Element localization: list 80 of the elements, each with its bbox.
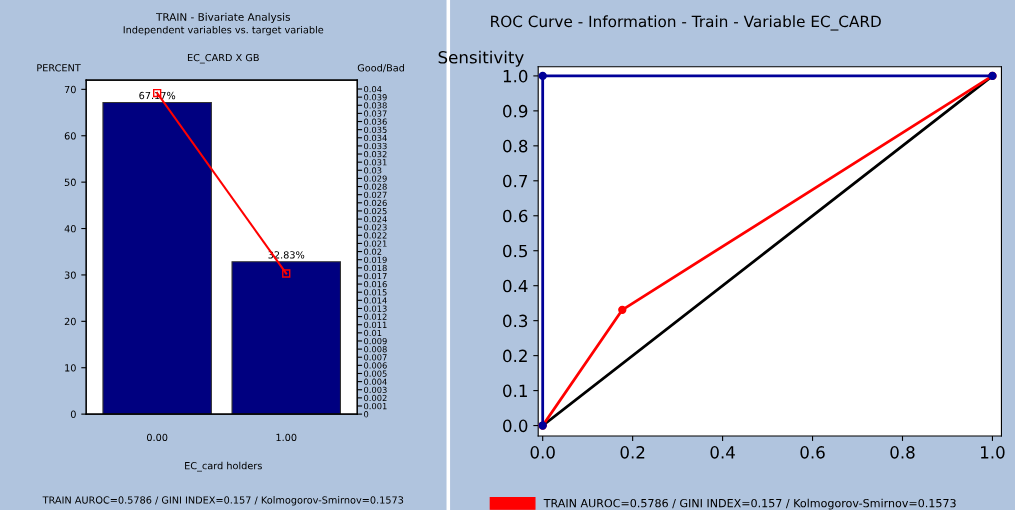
y2-tick-label: 0.029 (364, 175, 387, 182)
y2-tick-label: 0 (364, 411, 369, 418)
y2-tick-label: 0.036 (364, 118, 387, 125)
y-tick-label: 0.9 (503, 104, 528, 118)
y2-tick-label: 0.012 (364, 313, 387, 320)
y2-tick-label: 0.009 (364, 337, 387, 345)
y-tick-label: 0.5 (503, 244, 528, 258)
y2-tick-label: 0.031 (364, 159, 387, 166)
y2-tick-label: 0.023 (364, 224, 387, 231)
y-tick-label: 0.7 (503, 174, 528, 188)
y2-tick-label: 0.038 (364, 102, 387, 109)
x-tick-label: 0.0 (530, 446, 555, 459)
y-tick-label: 40 (64, 225, 76, 233)
y-tick-label: 0.1 (503, 384, 527, 398)
y-tick-label: 60 (64, 132, 76, 140)
y-tick-label: 0.8 (503, 139, 528, 153)
chart-title: TRAIN - Bivariate Analysis (156, 12, 290, 23)
y2-tick-label: 0.014 (364, 297, 387, 304)
y-tick-label: 70 (64, 85, 76, 94)
x-tick-label: 0.4 (710, 446, 735, 459)
y2-tick-label: 0.003 (364, 386, 387, 394)
y2-tick-label: 0.024 (364, 216, 387, 223)
y2-tick-label: 0.019 (364, 256, 387, 263)
y-tick-label: 0.2 (503, 349, 527, 363)
y2-tick-label: 0.011 (364, 321, 387, 328)
y-tick-label: 0.3 (503, 314, 528, 328)
point (538, 71, 547, 81)
y-tick-label: 0.4 (503, 279, 528, 293)
y2-tick-label: 0.002 (364, 394, 387, 402)
chart-title: ROC Curve - Information - Train - Variable EC_CARD (491, 15, 881, 31)
point (618, 305, 627, 314)
x-tick-label: 0.00 (146, 433, 168, 442)
y2-tick-label: 0.005 (364, 370, 387, 377)
y-tick-label: 10 (65, 364, 76, 372)
y2-tick-label: 0.007 (364, 354, 387, 361)
y2-tick-label: 0.001 (364, 402, 387, 410)
y2-tick-label: 0.004 (364, 378, 387, 385)
y-axis-title: PERCENT (37, 64, 81, 72)
y-tick-label: 0.6 (503, 209, 528, 223)
text: TRAIN AUROC=0.5786 / GINI INDEX=0.157 / Kolmogorov-Smirnov=0.1573 (42, 496, 404, 506)
chart-subtitle: Independent variables vs. target variable (123, 25, 324, 36)
y2-tick-label: 0.034 (364, 134, 387, 142)
y2-tick-label: 0.021 (364, 240, 387, 247)
y-tick-label: 30 (64, 271, 76, 279)
y2-tick-label: 0.04 (364, 85, 382, 93)
text: EC_CARD X GB (187, 53, 259, 64)
y2-tick-label: 0.013 (364, 305, 387, 312)
y2-tick-label: 0.039 (364, 94, 387, 101)
y2-tick-label: 0.015 (364, 289, 387, 296)
y2-axis-title: Good/Bad (357, 63, 405, 73)
y2-tick-label: 0.018 (364, 264, 387, 272)
y2-tick-label: 0.02 (364, 248, 382, 255)
y-axis-title: Sensitivity (438, 50, 524, 67)
x-tick-label: 0.8 (890, 446, 915, 459)
y2-tick-label: 0.03 (364, 167, 382, 174)
y2-tick-label: 0.026 (364, 199, 387, 207)
legend-label: TRAIN AUROC=0.5786 / GINI INDEX=0.157 / Kolmogorov-Smirnov=0.1573 (543, 498, 956, 510)
y2-tick-label: 0.037 (364, 110, 387, 117)
x-axis-title: EC_card holders (185, 461, 262, 472)
x-tick-label: 0.6 (800, 446, 825, 459)
x-tick-label: 1.00 (276, 433, 297, 442)
y2-tick-label: 0.01 (364, 329, 382, 337)
y2-tick-label: 0.027 (364, 191, 387, 198)
y2-tick-label: 0.032 (364, 151, 387, 158)
y-tick-label: 0 (70, 410, 76, 418)
y-tick-label: 50 (64, 178, 76, 186)
y2-tick-label: 0.006 (364, 362, 387, 369)
y-tick-label: 0.0 (503, 419, 528, 433)
y-tick-label: 20 (64, 317, 76, 326)
y2-tick-label: 0.035 (364, 126, 387, 133)
x-tick-label: 0.2 (620, 446, 645, 459)
y2-tick-label: 0.016 (364, 281, 387, 288)
y2-tick-label: 0.025 (364, 207, 387, 215)
y2-tick-label: 0.017 (364, 272, 387, 280)
y-tick-label: 1.0 (503, 69, 528, 83)
y2-tick-label: 0.022 (364, 232, 387, 239)
y2-tick-label: 0.028 (364, 183, 387, 190)
y2-tick-label: 0.008 (364, 346, 387, 353)
x-tick-label: 1.0 (981, 446, 1005, 459)
y2-tick-label: 0.033 (364, 142, 387, 150)
